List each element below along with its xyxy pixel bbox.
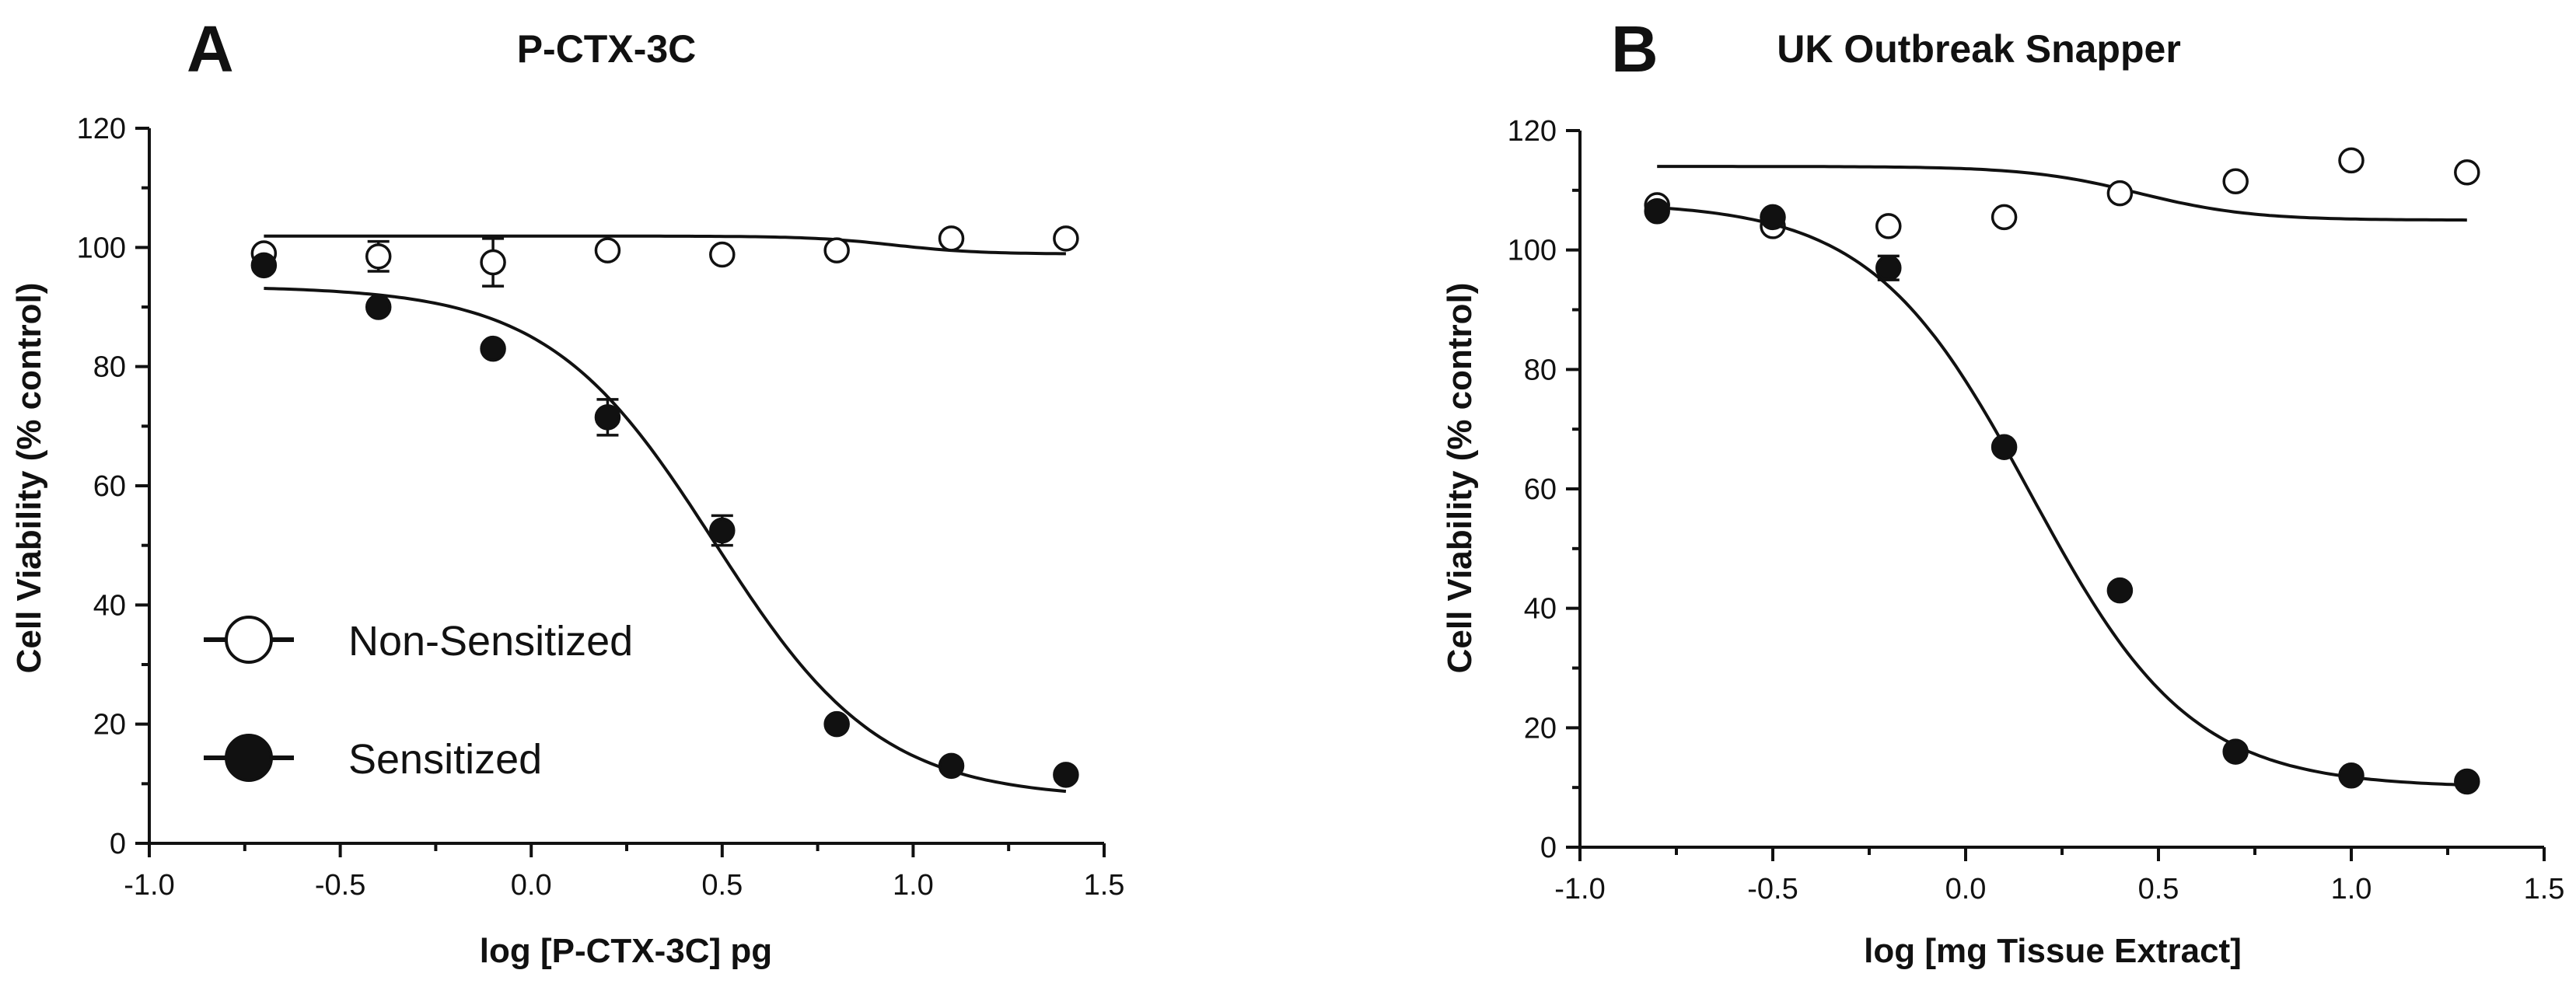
panel-b-x-tick-label: -1.0	[1554, 873, 1605, 906]
legend-label-sensitized: Sensitized	[348, 736, 542, 783]
panel-b-y-tick-label: 120	[1508, 115, 1557, 148]
panel-a-data-point-non-sensitized	[365, 243, 392, 270]
panel-b-x-tick-label: 1.5	[2524, 873, 2565, 906]
panel-a-y-tick-label: 40	[93, 589, 126, 622]
panel-b-x-tick-label: 1.0	[2331, 873, 2372, 906]
panel-a-x-tick-label: -0.5	[315, 869, 365, 902]
panel-a: A P-CTX-3C log [P-CTX-3C] pg Cell Viabil…	[10, 12, 1124, 970]
panel-b-data-point-non-sensitized	[1991, 204, 2018, 231]
panel-b-data-point-non-sensitized	[1875, 213, 1902, 239]
panel-a-x-tick-label: 1.0	[893, 869, 934, 902]
panel-b-data-point-non-sensitized	[2106, 180, 2134, 207]
panel-a-y-tick-label: 120	[77, 113, 126, 145]
panel-b-data-point-sensitized	[2338, 762, 2365, 789]
legend-marker-open-circle	[225, 616, 273, 664]
panel-a-data-point-sensitized	[709, 517, 736, 544]
panel-a-letter: A	[187, 12, 234, 85]
panel-a-plot-area: -1.0 -0.5 0.0 0.5 1.0 1.5 0 20 40 60 80 100 120	[77, 113, 1125, 902]
panel-b-x-axis-label: log [mg Tissue Extract]	[1864, 932, 2242, 970]
panel-a-data-point-sensitized	[938, 752, 965, 780]
panel-a-y-tick-label: 60	[93, 470, 126, 503]
panel-b-y-tick-label: 60	[1524, 473, 1557, 506]
panel-a-y-axis-label: Cell Viability (% control)	[10, 283, 48, 674]
legend-label-non-sensitized: Non-Sensitized	[348, 618, 633, 665]
panel-b-fit-curve-sensitized	[1657, 206, 2467, 787]
panel-b: B UK Outbreak Snapper log [mg Tissue Ext…	[1441, 12, 2564, 970]
panel-b-x-tick-label: 0.0	[1945, 873, 1987, 906]
panel-a-data-point-non-sensitized	[823, 237, 850, 263]
panel-a-title: P-CTX-3C	[517, 27, 697, 71]
panel-a-x-tick-label: 0.0	[511, 869, 552, 902]
panel-a-data-point-non-sensitized	[1053, 225, 1079, 252]
panel-b-plot-area: -1.0 -0.5 0.0 0.5 1.0 1.5 0 20 40 60 80 100 120	[1508, 115, 2565, 906]
panel-b-y-tick-label: 40	[1524, 593, 1557, 626]
panel-a-x-tick-label: 0.5	[701, 869, 743, 902]
panel-a-data-point-non-sensitized	[938, 225, 965, 252]
panel-a-x-tick-label: -1.0	[124, 869, 174, 902]
panel-a-fit-curve-sensitized	[264, 287, 1067, 794]
legend-marker-filled-circle	[225, 734, 273, 782]
panel-b-letter: B	[1611, 12, 1658, 85]
panel-b-y-axis-label: Cell Viability (% control)	[1441, 283, 1479, 674]
panel-b-data-point-sensitized	[1760, 204, 1786, 231]
panel-b-x-tick-label: -0.5	[1747, 873, 1798, 906]
panel-b-data-point-sensitized	[2454, 768, 2480, 795]
panel-b-data-point-non-sensitized	[2338, 147, 2365, 174]
panel-b-y-tick-label: 20	[1524, 712, 1557, 745]
panel-a-data-point-non-sensitized	[709, 241, 736, 268]
panel-a-data-point-sensitized	[1053, 762, 1079, 788]
panel-b-y-tick-label: 80	[1524, 354, 1557, 386]
panel-b-data-point-sensitized	[1875, 254, 1902, 281]
panel-a-data-point-sensitized	[480, 335, 506, 362]
panel-b-data-point-sensitized	[1644, 197, 1670, 225]
panel-b-y-tick-label: 0	[1540, 832, 1557, 864]
panel-a-data-point-sensitized	[250, 252, 278, 279]
panel-a-x-axis-label: log [P-CTX-3C] pg	[480, 932, 772, 970]
panel-a-data-point-sensitized	[365, 294, 392, 320]
panel-b-data-point-sensitized	[2222, 738, 2249, 765]
legend-item-non-sensitized: Non-Sensitized	[204, 616, 633, 665]
panel-a-y-tick-label: 80	[93, 351, 126, 384]
panel-b-data-point-non-sensitized	[2454, 159, 2480, 186]
panel-b-data-point-non-sensitized	[2222, 168, 2249, 195]
legend: Non-Sensitized Sensitized	[204, 616, 633, 783]
panel-b-y-tick-label: 100	[1508, 235, 1557, 267]
panel-b-data-point-sensitized	[2106, 577, 2134, 604]
legend-item-sensitized: Sensitized	[204, 734, 542, 783]
panel-b-fit-curve-non-sensitized	[1657, 165, 2467, 222]
panel-b-x-tick-label: 0.5	[2138, 873, 2179, 906]
panel-a-data-point-non-sensitized	[594, 237, 621, 263]
panel-a-data-point-sensitized	[594, 404, 621, 431]
panel-a-y-tick-label: 20	[93, 709, 126, 742]
panel-b-data-point-sensitized	[1991, 434, 2018, 460]
panel-a-y-tick-label: 100	[77, 232, 126, 264]
panel-a-fit-curve-non-sensitized	[264, 234, 1066, 256]
panel-a-data-point-sensitized	[823, 710, 850, 738]
panel-a-data-point-non-sensitized	[480, 249, 506, 276]
panel-a-y-tick-label: 0	[110, 828, 126, 860]
panel-a-x-tick-label: 1.5	[1084, 869, 1125, 902]
panel-b-title: UK Outbreak Snapper	[1777, 27, 2181, 71]
